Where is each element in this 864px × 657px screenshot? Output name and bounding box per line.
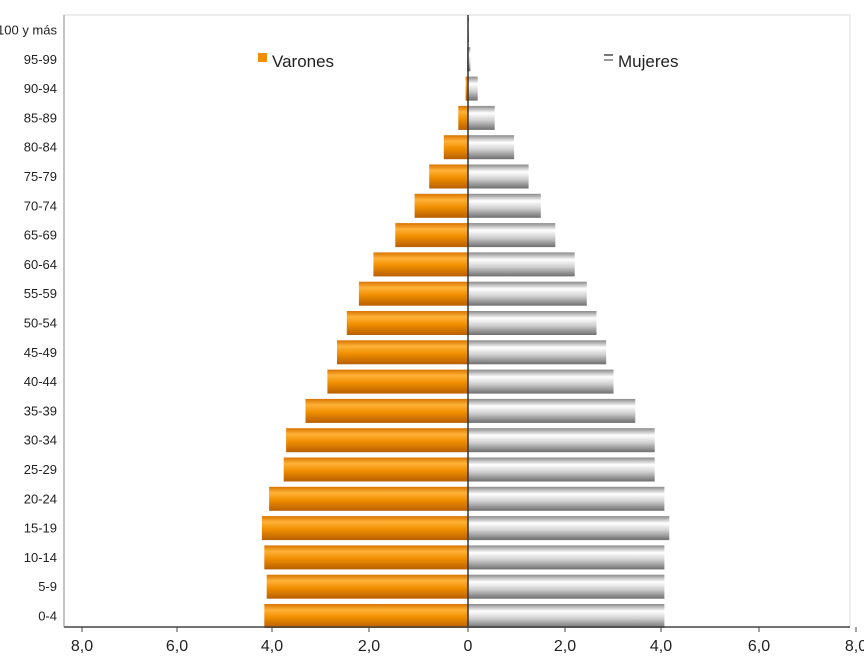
x-tick-label: 8,0 — [71, 638, 93, 655]
bar-mujeres-45-49 — [468, 340, 607, 365]
legend-swatch-varones — [258, 53, 267, 62]
bar-varones-0-4 — [264, 604, 468, 628]
x-tick-label: 6,0 — [166, 638, 188, 655]
bar-varones-65-69 — [395, 223, 469, 248]
y-tick-label: 95-99 — [24, 52, 57, 67]
y-tick-label: 10-14 — [24, 550, 57, 565]
x-tick-label: 0 — [464, 638, 473, 655]
bar-mujeres-5-9 — [468, 574, 665, 599]
y-tick-label: 45-49 — [24, 345, 57, 360]
bar-mujeres-90-94 — [468, 76, 478, 101]
bar-mujeres-30-34 — [468, 428, 655, 453]
bar-varones-60-64 — [373, 252, 468, 277]
bar-mujeres-75-79 — [468, 164, 529, 189]
y-tick-label: 40-44 — [24, 374, 57, 389]
bar-mujeres-35-39 — [468, 398, 636, 423]
y-tick-label: 60-64 — [24, 257, 57, 272]
y-tick-label: 35-39 — [24, 403, 57, 418]
bar-mujeres-80-84 — [468, 135, 515, 160]
y-tick-label: 100 y más — [0, 23, 57, 38]
bar-mujeres-70-74 — [468, 193, 541, 218]
bar-varones-45-49 — [337, 340, 468, 365]
bar-varones-30-34 — [286, 428, 468, 453]
bar-mujeres-95-99 — [468, 47, 471, 72]
x-tick-label: 6,0 — [748, 638, 770, 655]
bar-varones-70-74 — [414, 193, 468, 218]
bar-varones-15-19 — [261, 516, 468, 541]
y-tick-labels: 0-4 5-9 10-14 15-19 20-24 25-29 30-34 35-39 40-4… — [0, 23, 57, 624]
bar-varones-50-54 — [346, 311, 469, 335]
y-tick-label: 5-9 — [38, 579, 57, 594]
bar-varones-75-79 — [429, 164, 468, 189]
x-tick-label: 2,0 — [358, 638, 380, 655]
y-tick-label: 75-79 — [24, 169, 57, 184]
bar-mujeres-65-69 — [468, 223, 556, 248]
y-tick-label: 85-89 — [24, 110, 57, 125]
bar-mujeres-20-24 — [468, 486, 665, 511]
legend: Varones Mujeres — [258, 52, 678, 71]
bars-group — [261, 18, 670, 628]
bar-varones-80-84 — [443, 135, 469, 160]
x-tick-label: 8,0 — [845, 638, 864, 655]
bar-mujeres-60-64 — [468, 252, 575, 277]
bar-mujeres-25-29 — [468, 457, 655, 482]
bar-mujeres-0-4 — [468, 604, 665, 628]
bar-mujeres-50-54 — [468, 311, 597, 335]
bar-varones-25-29 — [283, 457, 468, 482]
y-tick-label: 70-74 — [24, 198, 57, 213]
x-tick-label: 2,0 — [554, 638, 576, 655]
x-tick-labels: 8,0 6,0 4,0 2,0 0 2,0 4,0 6,0 8,0 — [71, 627, 864, 655]
bar-varones-35-39 — [305, 398, 468, 423]
bar-varones-5-9 — [266, 574, 468, 599]
bar-varones-20-24 — [269, 486, 468, 511]
y-tick-label: 65-69 — [24, 228, 57, 243]
legend-swatch-mujeres — [604, 54, 613, 61]
y-tick-label: 15-19 — [24, 521, 57, 536]
bar-varones-40-44 — [327, 369, 469, 394]
y-tick-label: 90-94 — [24, 81, 57, 96]
y-tick-label: 50-54 — [24, 316, 57, 331]
bar-mujeres-40-44 — [468, 369, 614, 394]
y-tick-label: 25-29 — [24, 462, 57, 477]
bar-varones-85-89 — [458, 105, 468, 130]
x-tick-label: 4,0 — [261, 638, 283, 655]
y-tick-label: 30-34 — [24, 433, 57, 448]
bar-mujeres-15-19 — [468, 516, 670, 541]
bar-mujeres-85-89 — [468, 105, 495, 130]
y-tick-label: 20-24 — [24, 491, 57, 506]
bar-mujeres-10-14 — [468, 545, 665, 570]
y-tick-label: 55-59 — [24, 286, 57, 301]
bar-varones-90-94 — [465, 76, 468, 101]
legend-label-varones: Varones — [272, 52, 334, 71]
bar-varones-55-59 — [358, 281, 468, 306]
bar-mujeres-55-59 — [468, 281, 587, 306]
y-tick-label: 0-4 — [38, 609, 57, 624]
x-tick-label: 4,0 — [650, 638, 672, 655]
bar-varones-10-14 — [264, 545, 468, 570]
legend-label-mujeres: Mujeres — [618, 52, 678, 71]
y-tick-label: 80-84 — [24, 140, 57, 155]
